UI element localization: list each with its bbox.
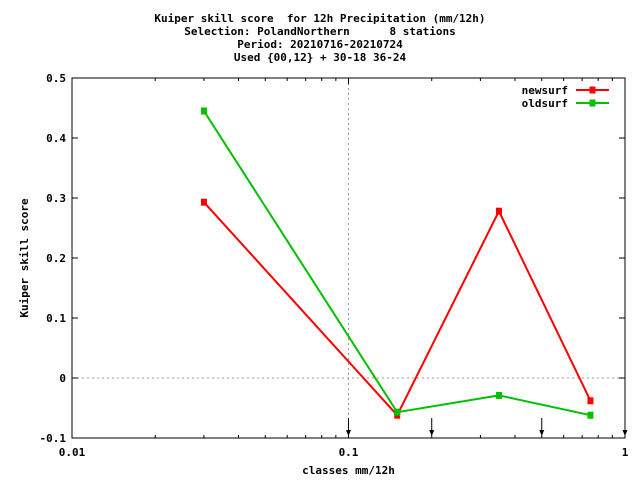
chart-title-line-3: Period: 20210716-20210724 (237, 38, 403, 51)
y-axis-label: Kuiper skill score (18, 198, 31, 318)
threshold-arrows (346, 418, 628, 436)
y-tick-label: 0.3 (46, 192, 66, 205)
threshold-arrow (429, 418, 435, 436)
plot-frame (71, 77, 626, 439)
data-point-oldsurf (587, 411, 594, 419)
series-line-oldsurf (203, 110, 591, 417)
y-tick-label: 0.4 (46, 132, 66, 145)
y-tick-label: -0.1 (40, 432, 67, 445)
series-line-newsurf (203, 201, 592, 417)
data-point-oldsurf (495, 391, 502, 399)
chart-title-line-1: Kuiper skill score for 12h Precipitation… (154, 12, 486, 25)
threshold-arrow (346, 418, 351, 436)
axis-ticks: -0.1 0 0.1 0.2 0.3 0.4 0.5 0.01 0.1 1 (40, 72, 629, 459)
threshold-arrow (539, 418, 545, 436)
x-tick-label: 0.1 (339, 446, 359, 459)
data-point-newsurf (587, 397, 594, 405)
data-point-newsurf (495, 207, 502, 215)
x-tick-label: 0.01 (59, 446, 86, 459)
grid-lines (72, 78, 625, 438)
series-group (200, 107, 594, 419)
y-tick-label: 0.5 (46, 72, 66, 85)
data-point-newsurf (200, 198, 207, 206)
y-tick-label: 0 (59, 372, 66, 385)
threshold-arrow (622, 418, 628, 436)
legend-marker-oldsurf (589, 99, 596, 107)
data-point-oldsurf (200, 107, 207, 115)
legend-label-newsurf: newsurf (522, 84, 568, 97)
y-tick-label: 0.2 (46, 252, 66, 265)
legend-label-oldsurf: oldsurf (522, 97, 568, 110)
x-tick-label: 1 (622, 446, 629, 459)
chart-title-line-4: Used {00,12} + 30-18 36-24 (233, 51, 407, 64)
y-tick-label: 0.1 (46, 312, 66, 325)
data-point-oldsurf (394, 408, 401, 416)
x-axis-label: classes mm/12h (302, 464, 395, 477)
chart-title-line-2: Selection: PolandNorthern 8 stations (184, 25, 456, 38)
legend-marker-newsurf (589, 86, 596, 94)
